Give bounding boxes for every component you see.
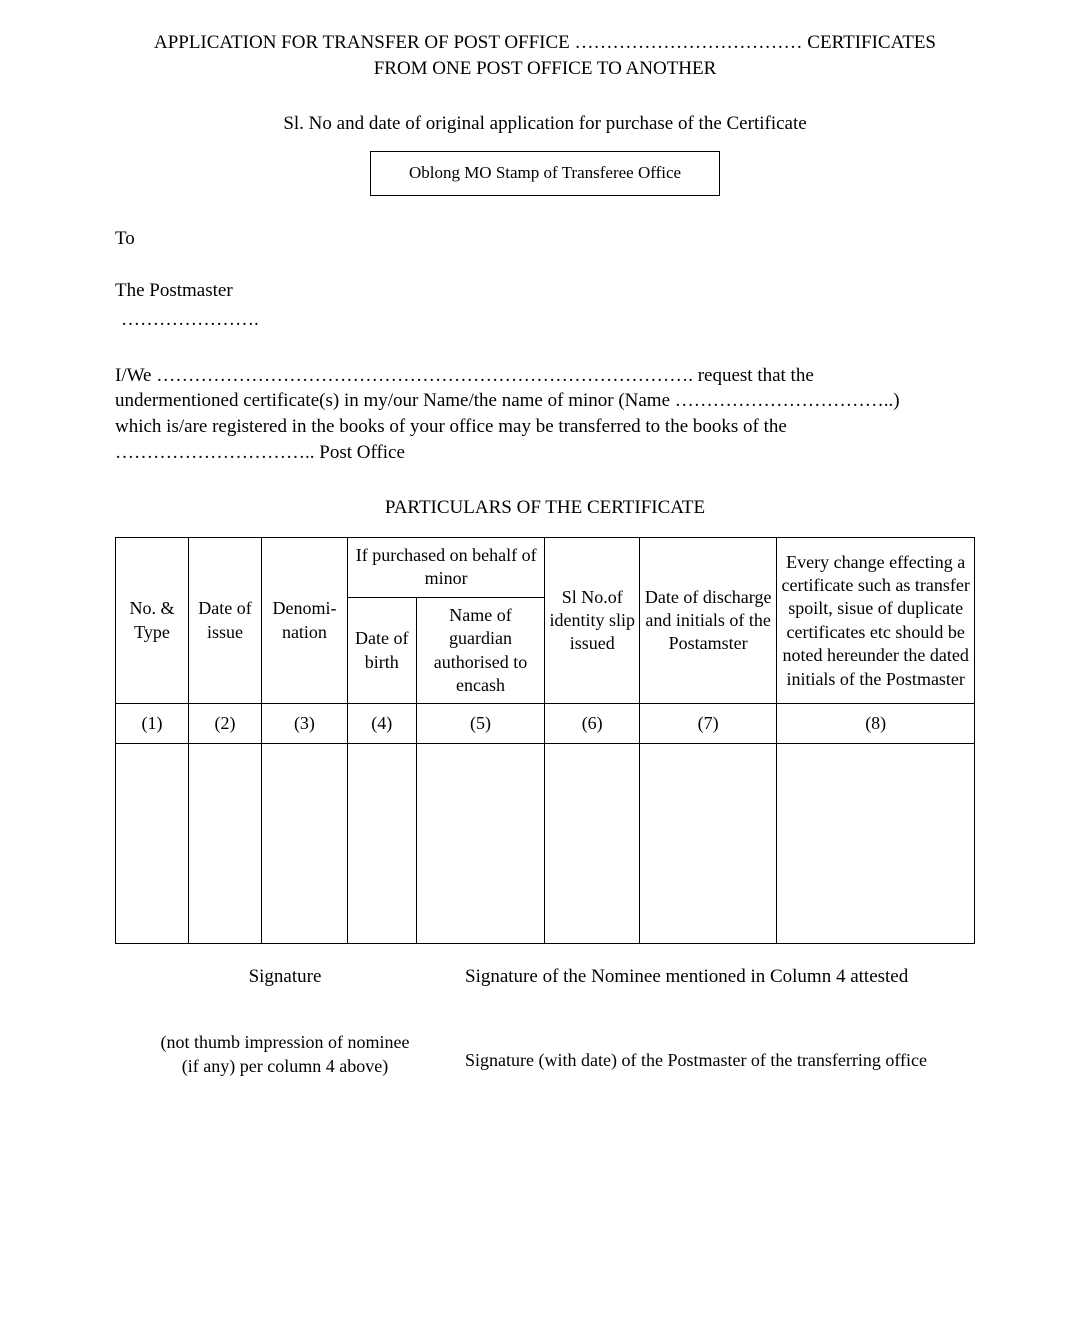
table-heading: PARTICULARS OF THE CERTIFICATE xyxy=(115,495,975,521)
cell-4[interactable] xyxy=(347,744,416,944)
title-text-b: CERTIFICATES xyxy=(803,32,936,53)
cell-2[interactable] xyxy=(189,744,262,944)
sub-heading: Sl. No and date of original application … xyxy=(115,111,975,137)
postmaster-blank[interactable]: …………………. xyxy=(115,307,975,333)
th-identity-slip: Sl No.of identity slip issued xyxy=(545,538,639,704)
body-l2-b: ) xyxy=(893,390,899,411)
nominee-attest-label: Signature of the Nominee mentioned in Co… xyxy=(455,964,975,990)
th-denomination: Denomi-nation xyxy=(262,538,348,704)
addressee-block: To The Postmaster …………………. xyxy=(115,226,975,333)
table-data-row xyxy=(116,744,975,944)
th-date-issue: Date of issue xyxy=(189,538,262,704)
certificate-table: No. & Type Date of issue Denomi-nation I… xyxy=(115,537,975,944)
th-changes: Every change effecting a certificate suc… xyxy=(777,538,975,704)
table-header-row-1: No. & Type Date of issue Denomi-nation I… xyxy=(116,538,975,598)
cell-6[interactable] xyxy=(545,744,639,944)
cell-7[interactable] xyxy=(639,744,776,944)
cell-1[interactable] xyxy=(116,744,189,944)
body-l1-blank[interactable]: …………………………………………………………………………. xyxy=(156,365,693,386)
th-guardian: Name of guardian authorised to encash xyxy=(416,597,545,704)
th-dob: Date of birth xyxy=(347,597,416,704)
signature-row-1: Signature Signature of the Nominee menti… xyxy=(115,964,975,990)
th-minor-span: If purchased on behalf of minor xyxy=(347,538,545,598)
stamp-box: Oblong MO Stamp of Transferee Office xyxy=(370,151,720,196)
thumb-note-l1: (not thumb impression of nominee xyxy=(115,1030,455,1054)
thumb-note: (not thumb impression of nominee (if any… xyxy=(115,1030,455,1079)
cell-5[interactable] xyxy=(416,744,545,944)
postmaster-signature-label: Signature (with date) of the Postmaster … xyxy=(455,1030,975,1079)
thumb-note-l2: (if any) per column 4 above) xyxy=(115,1054,455,1078)
title-text-a: APPLICATION FOR TRANSFER OF POST OFFICE xyxy=(154,32,575,53)
title-blank[interactable]: ……………………………… xyxy=(575,32,803,53)
title-line-1: APPLICATION FOR TRANSFER OF POST OFFICE … xyxy=(115,30,975,56)
title-block: APPLICATION FOR TRANSFER OF POST OFFICE … xyxy=(115,30,975,81)
colnum-1: (1) xyxy=(116,704,189,744)
th-discharge: Date of discharge and initials of the Po… xyxy=(639,538,776,704)
cell-8[interactable] xyxy=(777,744,975,944)
title-line-2: FROM ONE POST OFFICE TO ANOTHER xyxy=(115,56,975,82)
body-l2-a: undermentioned certificate(s) in my/our … xyxy=(115,390,675,411)
body-l4-b: Post Office xyxy=(315,442,405,463)
body-l4-blank[interactable]: ………………………….. xyxy=(115,442,315,463)
colnum-3: (3) xyxy=(262,704,348,744)
cell-3[interactable] xyxy=(262,744,348,944)
colnum-5: (5) xyxy=(416,704,545,744)
body-l2-blank[interactable]: …………………………….. xyxy=(675,390,894,411)
th-no-type: No. & Type xyxy=(116,538,189,704)
to-label: To xyxy=(115,226,975,252)
colnum-8: (8) xyxy=(777,704,975,744)
body-l1-b: request that the xyxy=(693,365,814,386)
request-paragraph: I/We …………………………………………………………………………. reque… xyxy=(115,363,975,466)
colnum-6: (6) xyxy=(545,704,639,744)
body-l1-a: I/We xyxy=(115,365,156,386)
stamp-box-label: Oblong MO Stamp of Transferee Office xyxy=(409,162,681,185)
signature-label: Signature xyxy=(115,964,455,990)
body-l3: which is/are registered in the books of … xyxy=(115,414,975,440)
colnum-7: (7) xyxy=(639,704,776,744)
signature-row-2: (not thumb impression of nominee (if any… xyxy=(115,1030,975,1079)
colnum-4: (4) xyxy=(347,704,416,744)
postmaster-label: The Postmaster xyxy=(115,278,975,304)
form-page: APPLICATION FOR TRANSFER OF POST OFFICE … xyxy=(115,30,975,1079)
colnum-2: (2) xyxy=(189,704,262,744)
table-number-row: (1) (2) (3) (4) (5) (6) (7) (8) xyxy=(116,704,975,744)
